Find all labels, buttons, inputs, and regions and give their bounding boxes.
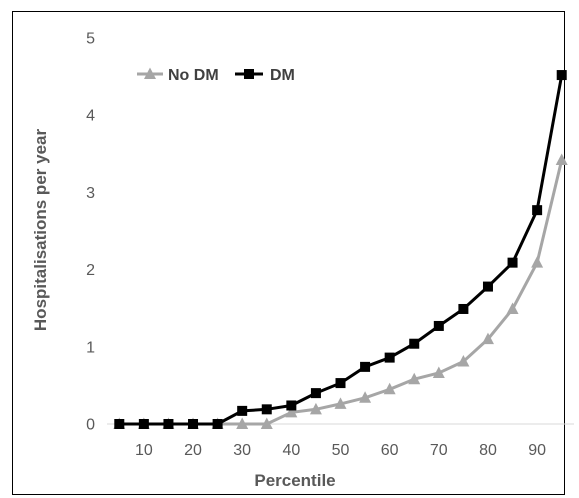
data-point-dm [114,419,125,429]
x-axis-title: Percentile [254,471,335,490]
x-tick-label: 30 [233,442,251,459]
y-tick-label: 5 [86,31,95,48]
y-tick-label: 1 [86,339,95,356]
data-point-dm [482,281,493,292]
legend-marker-dm [244,69,254,79]
legend-item-dm: DM [235,67,295,84]
x-tick-label: 60 [381,442,399,459]
data-point-dm [138,419,149,429]
data-point-no-dm [285,405,298,418]
data-point-dm [237,405,248,416]
x-tick-label: 10 [135,442,153,459]
y-tick-label: 4 [86,108,95,125]
y-tick-label: 2 [86,262,95,279]
series-layer [113,70,568,429]
data-point-no-dm [531,256,544,268]
data-point-no-dm [309,402,322,415]
x-tick-label: 20 [184,442,202,459]
data-point-dm [212,419,223,429]
data-point-no-dm [383,382,396,395]
y-axis-ticks: 0 1 2 3 4 5 [86,31,95,434]
data-point-no-dm [555,153,568,165]
data-point-no-dm [481,332,494,345]
legend: No DM DM [137,67,295,84]
y-tick-label: 0 [86,417,95,434]
data-point-dm [409,338,420,349]
data-point-dm [532,205,543,216]
x-tick-label: 80 [479,442,497,459]
data-point-dm [556,70,567,81]
data-point-no-dm [506,302,519,314]
x-tick-label: 40 [282,442,300,459]
y-tick-label: 3 [86,185,95,202]
x-tick-label: 70 [430,442,448,459]
data-point-dm [360,361,371,372]
x-tick-label: 90 [528,442,546,459]
data-point-dm [286,400,297,411]
series-line-dm [119,74,564,426]
data-point-dm [163,419,174,429]
data-point-dm [261,404,272,415]
series-dm [114,70,567,429]
data-point-no-dm [408,372,421,385]
data-point-dm [458,303,469,314]
y-axis-title: Hospitalisations per year [31,129,50,332]
data-point-no-dm [457,354,470,367]
data-point-dm [507,257,518,268]
data-point-no-dm [359,391,372,403]
legend-label-dm: DM [270,67,295,84]
data-point-no-dm [432,366,445,379]
data-point-no-dm [236,417,249,429]
legend-label-no-dm: No DM [168,67,219,84]
legend-item-no-dm: No DM [137,67,219,84]
data-point-no-dm [334,397,347,409]
legend-marker-no-dm [144,67,156,79]
data-point-no-dm [260,417,273,429]
data-point-dm [310,388,321,399]
data-point-dm [335,378,346,389]
data-point-dm [384,352,395,363]
data-point-dm [188,419,199,429]
x-axis-ticks: 10 20 30 40 50 60 70 80 90 [135,442,546,459]
data-point-dm [433,320,444,331]
x-tick-label: 50 [332,442,350,459]
